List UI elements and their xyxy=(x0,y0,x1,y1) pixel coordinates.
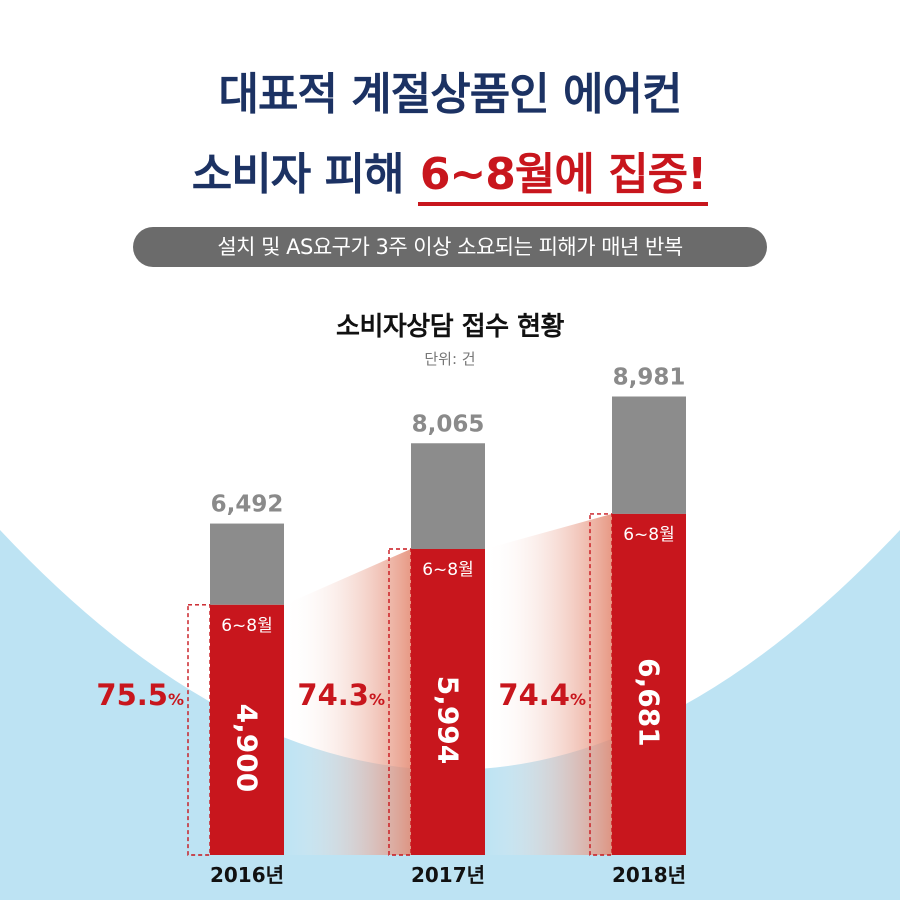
headline-line-2: 소비자 피해 6~8월에 집중! xyxy=(0,138,900,206)
percentage-unit: % xyxy=(168,690,184,709)
bar-summer-segment xyxy=(210,604,284,855)
connector-wedge xyxy=(485,513,612,855)
percentage-unit: % xyxy=(570,690,586,709)
bar-total-segment xyxy=(210,523,284,605)
chart-unit: 단위: 건 xyxy=(424,350,476,368)
percentage-label: 75.5% xyxy=(96,678,184,712)
category-label: 2017년 xyxy=(411,863,485,887)
category-label: 2016년 xyxy=(210,863,284,887)
dashed-bracket xyxy=(187,604,211,856)
bar-total-segment xyxy=(612,396,686,514)
series-label: 6~8월 xyxy=(221,616,273,636)
bar-total-segment xyxy=(411,443,485,549)
subtitle-pill: 설치 및 AS요구가 3주 이상 소요되는 피해가 매년 반복 xyxy=(133,227,767,267)
summer-value-label: 4,900 xyxy=(231,704,264,793)
headline-line-1: 대표적 계절상품인 에어컨 xyxy=(218,69,683,120)
total-value-label: 8,065 xyxy=(412,411,485,437)
series-label: 6~8월 xyxy=(422,560,474,580)
total-value-label: 8,981 xyxy=(613,364,686,390)
summer-value-label: 6,681 xyxy=(633,658,666,747)
category-label: 2018년 xyxy=(612,863,686,887)
chart-title: 소비자상담 접수 현황 xyxy=(336,312,564,342)
connector-wedge xyxy=(284,548,411,855)
summer-value-label: 5,994 xyxy=(432,676,465,765)
percentage-unit: % xyxy=(369,690,385,709)
headline-line-2-prefix: 소비자 피해 xyxy=(191,149,418,200)
total-value-label: 6,492 xyxy=(211,492,284,518)
headline-highlight: 6~8월에 집중! xyxy=(417,149,709,206)
bar-summer-segment xyxy=(612,513,686,855)
series-label: 6~8월 xyxy=(623,525,675,545)
bar-summer-segment xyxy=(411,548,485,855)
